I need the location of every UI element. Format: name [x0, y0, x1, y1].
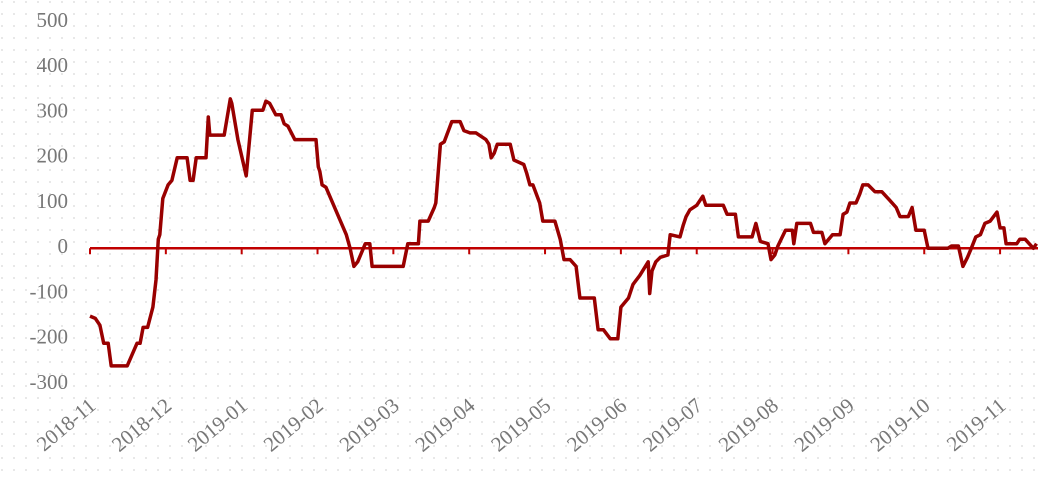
y-tick-label: 300 — [37, 98, 69, 122]
y-tick-label: 400 — [37, 53, 69, 77]
y-tick-label: 100 — [37, 189, 69, 213]
data-line — [89, 97, 1038, 368]
y-tick-label: 500 — [37, 8, 69, 32]
y-tick-label: 0 — [58, 234, 69, 258]
y-tick-label: -100 — [30, 279, 69, 303]
y-tick-label: -300 — [30, 370, 69, 394]
y-tick-label: 200 — [37, 144, 69, 168]
y-tick-label: -200 — [30, 325, 69, 349]
